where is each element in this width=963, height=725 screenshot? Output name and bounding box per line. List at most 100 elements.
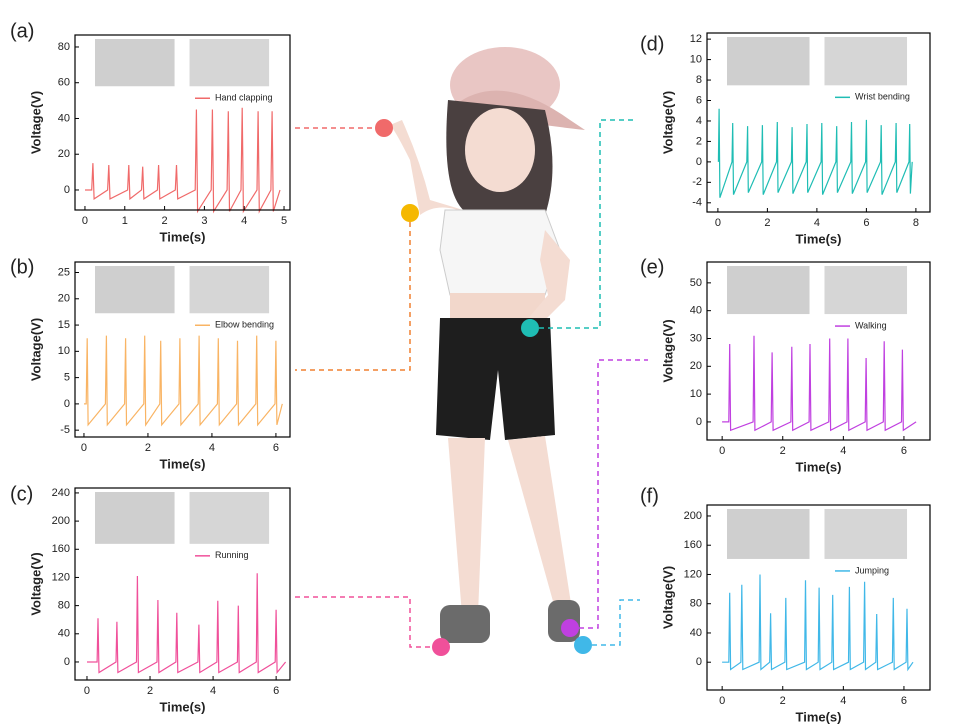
leg-left xyxy=(448,438,485,615)
x-tick-label: 0 xyxy=(719,695,725,707)
joint-dot xyxy=(432,638,450,656)
plot-frame xyxy=(706,261,931,441)
x-tick-label: 8 xyxy=(913,217,919,229)
y-axis-label: Voltage(V) xyxy=(660,566,675,629)
shoe-left xyxy=(440,605,490,643)
y-tick-label: 40 xyxy=(58,112,70,124)
y-tick-label: 0 xyxy=(64,184,70,196)
photo xyxy=(727,509,810,559)
x-tick-label: 6 xyxy=(901,445,907,457)
y-tick-label: 2 xyxy=(696,135,702,147)
plot-frame xyxy=(74,487,291,681)
y-tick-label: 4 xyxy=(696,115,702,127)
x-axis-label: Time(s) xyxy=(796,709,842,724)
x-tick-label: 4 xyxy=(209,442,215,454)
y-tick-label: 10 xyxy=(690,54,702,66)
character xyxy=(390,47,585,643)
y-axis-label: Voltage(V) xyxy=(28,91,43,154)
y-tick-label: 120 xyxy=(52,571,70,583)
legend-label: Running xyxy=(215,550,249,560)
legend-label: Elbow bending xyxy=(215,320,274,330)
photo xyxy=(95,39,175,87)
photo xyxy=(95,492,175,544)
panel-label: (d) xyxy=(640,33,664,55)
y-axis-label: Voltage(V) xyxy=(660,91,675,154)
y-tick-label: 240 xyxy=(52,487,70,499)
y-tick-label: 20 xyxy=(690,360,702,372)
panel-label: (e) xyxy=(640,256,664,278)
photo xyxy=(824,509,908,559)
photo xyxy=(189,266,270,314)
y-tick-label: 0 xyxy=(64,398,70,410)
panel: (d) Wrist bending -4 -2 0 2 4 6 8 10 12 0 2 4 6 8 Time(s… xyxy=(640,32,931,246)
connector xyxy=(295,213,411,371)
x-tick-label: 6 xyxy=(273,442,279,454)
y-tick-label: 0 xyxy=(696,656,702,668)
signal-line xyxy=(87,573,287,675)
x-tick-label: 2 xyxy=(780,445,786,457)
photo xyxy=(189,39,270,87)
y-tick-label: 160 xyxy=(684,539,702,551)
x-tick-label: 4 xyxy=(241,215,247,227)
y-tick-label: 25 xyxy=(58,266,70,278)
y-tick-label: 12 xyxy=(690,33,702,45)
connector xyxy=(295,596,441,648)
y-tick-label: 40 xyxy=(690,305,702,317)
y-tick-label: 8 xyxy=(696,74,702,86)
panel-label: (c) xyxy=(10,483,33,505)
signal-line xyxy=(85,107,281,214)
y-axis-label: Voltage(V) xyxy=(660,319,675,382)
legend-label: Wrist bending xyxy=(855,92,910,102)
y-tick-label: 160 xyxy=(52,543,70,555)
x-axis-label: Time(s) xyxy=(160,699,206,714)
y-tick-label: -5 xyxy=(60,424,70,436)
y-tick-label: 120 xyxy=(684,568,702,580)
plot-frame xyxy=(706,32,931,213)
y-tick-label: -2 xyxy=(692,176,702,188)
photo xyxy=(824,266,908,315)
y-tick-label: 0 xyxy=(64,656,70,668)
y-tick-label: 40 xyxy=(690,627,702,639)
x-tick-label: 4 xyxy=(210,685,216,697)
panel: (b) Elbow bending -5 0 5 10 15 20 25 0 2 4 6 Time(s) V… xyxy=(10,256,291,471)
y-tick-label: 10 xyxy=(58,345,70,357)
connectors xyxy=(295,119,648,648)
x-tick-label: 2 xyxy=(162,215,168,227)
x-axis-label: Time(s) xyxy=(160,456,206,471)
y-tick-label: 200 xyxy=(684,510,702,522)
y-tick-label: -4 xyxy=(692,197,702,209)
signal-line xyxy=(717,108,913,198)
y-tick-label: 60 xyxy=(58,77,70,89)
face xyxy=(465,108,535,192)
x-tick-label: 4 xyxy=(840,695,846,707)
photo xyxy=(727,266,810,315)
y-tick-label: 50 xyxy=(690,277,702,289)
x-axis-label: Time(s) xyxy=(796,459,842,474)
panel-label: (f) xyxy=(640,485,659,507)
y-tick-label: 6 xyxy=(696,94,702,106)
x-axis-label: Time(s) xyxy=(160,229,206,244)
arm-right xyxy=(525,230,570,330)
joint-dot xyxy=(574,636,592,654)
y-tick-label: 80 xyxy=(58,600,70,612)
x-tick-label: 2 xyxy=(764,217,770,229)
connector xyxy=(570,359,648,629)
x-tick-label: 0 xyxy=(715,217,721,229)
photo xyxy=(95,266,175,314)
signal-line xyxy=(722,574,914,672)
panel: (a) Hand clapping 0 20 40 60 80 0 1 2 3 4 5 Time(s) Vo… xyxy=(10,20,291,244)
x-tick-label: 1 xyxy=(122,215,128,227)
x-tick-label: 0 xyxy=(82,215,88,227)
panel-label: (b) xyxy=(10,256,34,278)
joint-dot xyxy=(375,119,393,137)
joint-dots xyxy=(375,119,592,656)
y-tick-label: 80 xyxy=(58,41,70,53)
photo xyxy=(824,37,908,86)
y-tick-label: 10 xyxy=(690,388,702,400)
x-tick-label: 6 xyxy=(863,217,869,229)
y-tick-label: 15 xyxy=(58,319,70,331)
panel: (c) Running 0 40 80 120 160 200 240 0 2 4 6 Time(s) Vo… xyxy=(10,483,291,714)
joint-dot xyxy=(521,319,539,337)
x-tick-label: 0 xyxy=(719,445,725,457)
y-tick-label: 30 xyxy=(690,332,702,344)
